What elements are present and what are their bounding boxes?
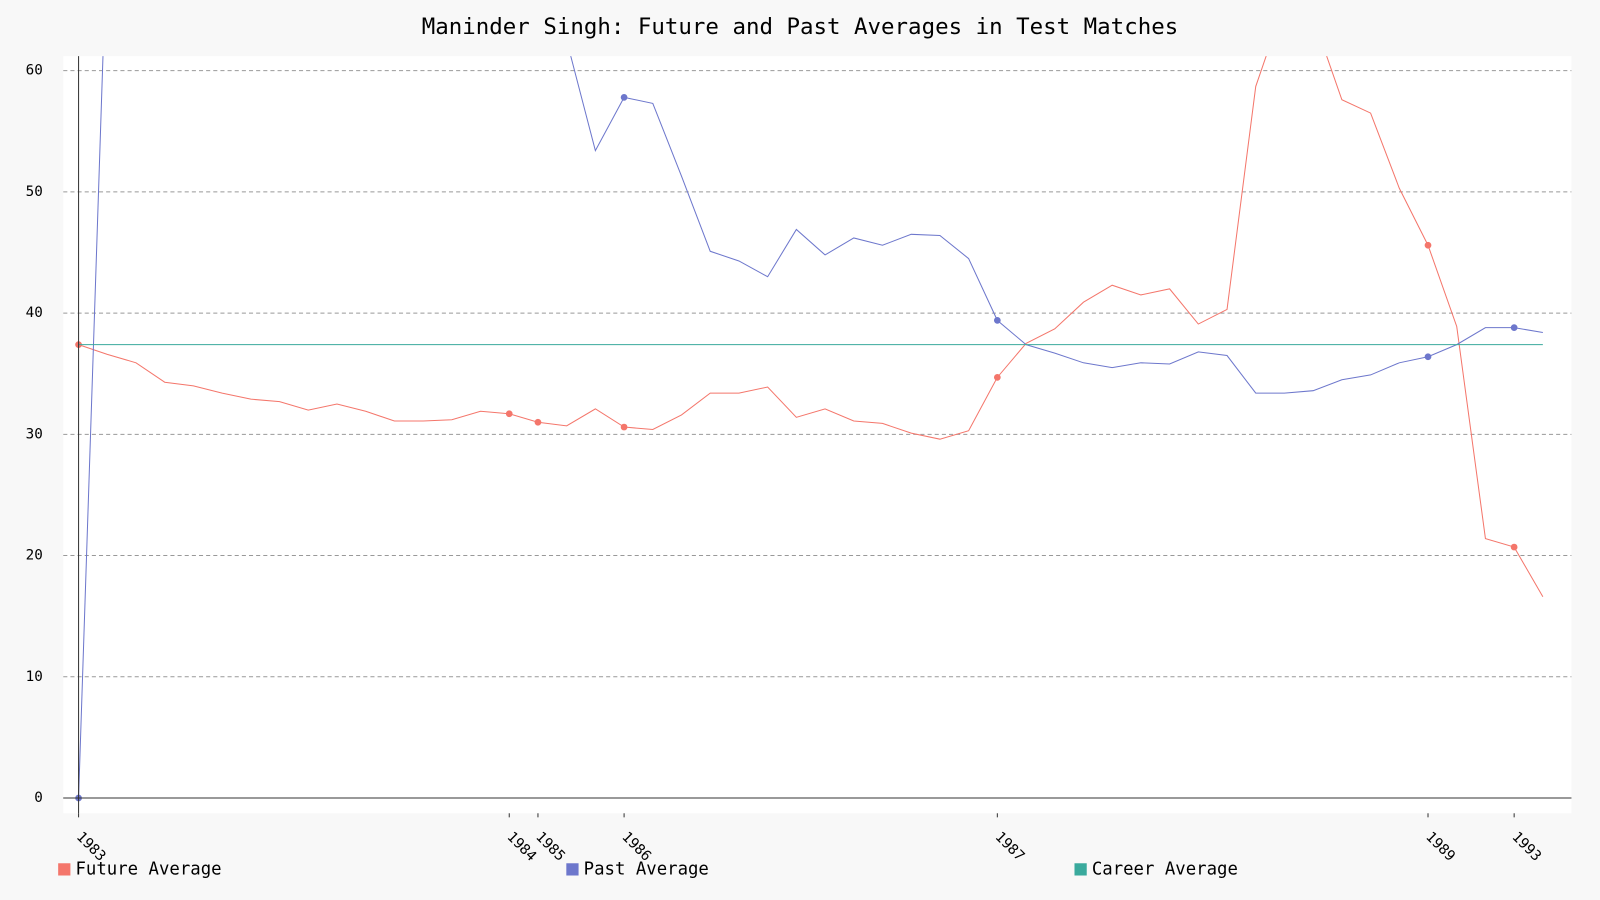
data-point	[534, 418, 542, 426]
chart-title: Maninder Singh: Future and Past Averages…	[422, 14, 1178, 40]
legend-label: Future Average	[76, 859, 222, 879]
y-tick-label: 10	[26, 669, 43, 685]
y-tick-label: 30	[26, 426, 43, 442]
series-line	[78, 56, 1544, 598]
legend-swatch	[58, 863, 71, 876]
data-point	[620, 93, 628, 101]
series-line	[78, 56, 1543, 799]
y-tick-label: 60	[26, 63, 43, 79]
data-point	[1510, 324, 1518, 332]
data-point	[505, 410, 513, 418]
legend-swatch	[1074, 863, 1087, 876]
data-point	[1424, 241, 1432, 249]
data-point	[993, 317, 1001, 324]
legend-label: Past Average	[584, 859, 709, 879]
data-point	[1510, 543, 1518, 551]
data-point	[993, 373, 1001, 381]
y-tick-label: 40	[26, 305, 43, 321]
data-point	[620, 423, 628, 431]
y-tick-label: 50	[26, 184, 43, 200]
legend-label: Career Average	[1092, 859, 1238, 879]
data-point	[1424, 353, 1432, 361]
y-tick-label: 20	[26, 548, 43, 564]
y-tick-label: 0	[34, 790, 43, 806]
legend-swatch	[566, 863, 579, 876]
